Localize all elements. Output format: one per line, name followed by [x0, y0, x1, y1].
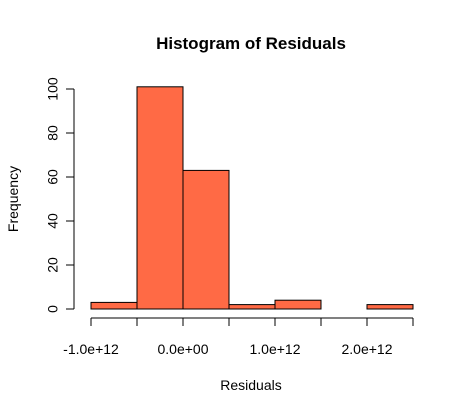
- x-axis-tick-label: 1.0e+12: [250, 341, 301, 357]
- histogram-bar: [228, 304, 276, 310]
- y-axis-tick-label: 60: [45, 169, 61, 185]
- x-axis-tick-label: 2.0e+12: [342, 341, 393, 357]
- x-axis-tick-label: -1.0e+12: [63, 341, 119, 357]
- histogram-bar: [274, 299, 322, 310]
- chart-title: Histogram of Residuals: [156, 34, 346, 53]
- x-axis: -1.0e+12 0.0e+00 1.0e+12 2.0e+12: [63, 317, 414, 357]
- y-axis-label: Frequency: [5, 166, 21, 232]
- y-axis-tick-label: 100: [45, 77, 61, 101]
- histogram-bars: [90, 86, 414, 310]
- histogram-bar: [366, 304, 414, 310]
- y-axis: 0 20 40 60 80 100: [45, 77, 75, 313]
- y-axis-tick-label: 20: [45, 257, 61, 273]
- histogram-bar: [90, 301, 138, 310]
- y-axis-tick-label: 0: [45, 305, 61, 313]
- x-axis-label: Residuals: [220, 377, 281, 393]
- histogram-bar: [136, 86, 184, 310]
- y-axis-tick-label: 40: [45, 213, 61, 229]
- histogram-bar: [182, 169, 230, 310]
- x-axis-tick-label: 0.0e+00: [158, 341, 209, 357]
- y-axis-tick-label: 80: [45, 125, 61, 141]
